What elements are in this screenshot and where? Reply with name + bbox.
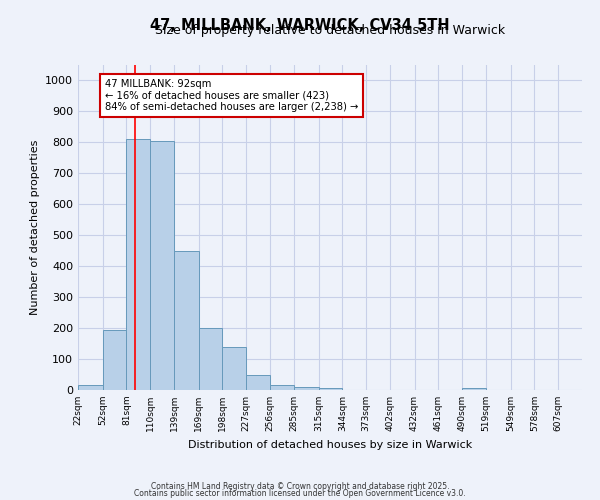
Title: Size of property relative to detached houses in Warwick: Size of property relative to detached ho…: [155, 24, 505, 38]
Bar: [199, 328, 223, 390]
Bar: [246, 374, 270, 390]
Text: 47 MILLBANK: 92sqm
← 16% of detached houses are smaller (423)
84% of semi-detach: 47 MILLBANK: 92sqm ← 16% of detached hou…: [105, 79, 358, 112]
Bar: [462, 388, 486, 390]
Text: 47, MILLBANK, WARWICK, CV34 5TH: 47, MILLBANK, WARWICK, CV34 5TH: [150, 18, 450, 32]
Bar: [150, 141, 174, 390]
Bar: [127, 140, 150, 390]
Bar: [103, 330, 127, 390]
Bar: [78, 386, 103, 390]
Text: Contains HM Land Registry data © Crown copyright and database right 2025.: Contains HM Land Registry data © Crown c…: [151, 482, 449, 491]
Bar: [270, 386, 294, 390]
Bar: [294, 387, 319, 390]
Text: Contains public sector information licensed under the Open Government Licence v3: Contains public sector information licen…: [134, 490, 466, 498]
Y-axis label: Number of detached properties: Number of detached properties: [29, 140, 40, 315]
Bar: [223, 346, 246, 390]
X-axis label: Distribution of detached houses by size in Warwick: Distribution of detached houses by size …: [188, 440, 472, 450]
Bar: [319, 388, 343, 390]
Bar: [174, 250, 199, 390]
